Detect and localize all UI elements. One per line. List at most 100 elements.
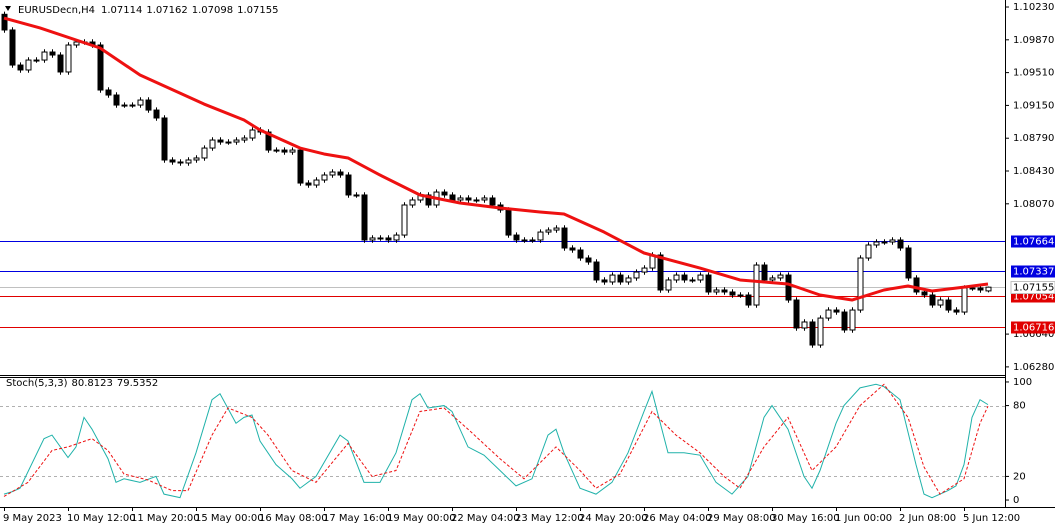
candle-body bbox=[961, 287, 968, 313]
candle-body bbox=[369, 237, 376, 241]
candle-body bbox=[609, 274, 616, 283]
x-tick-label: 17 May 16:00 bbox=[323, 513, 392, 524]
candle-body bbox=[361, 194, 368, 241]
candle-body bbox=[73, 41, 80, 46]
candle-body bbox=[185, 159, 192, 164]
x-tick-label: 10 May 12:00 bbox=[67, 513, 136, 524]
candle-body bbox=[249, 129, 256, 139]
candle-body bbox=[641, 267, 648, 273]
indicator-header: Stoch(5,3,3) 80.8123 79.5352 bbox=[6, 378, 158, 389]
candle-body bbox=[785, 274, 792, 301]
chart-header: EURUSDecn,H4 1.07114 1.07162 1.07098 1.07155 bbox=[18, 5, 278, 16]
y-tick-label: 1.09870 bbox=[1013, 35, 1054, 46]
y-tick-label: 1.08070 bbox=[1013, 199, 1054, 210]
d-value: 79.5352 bbox=[117, 378, 158, 389]
candle-body bbox=[737, 294, 744, 297]
candle-body bbox=[297, 149, 304, 184]
candle-body bbox=[241, 137, 248, 141]
candle-body bbox=[761, 264, 768, 281]
candle-body bbox=[457, 197, 464, 201]
candle-body bbox=[881, 241, 888, 244]
candle-body bbox=[809, 321, 816, 346]
x-tick-label: 1 Jun 00:00 bbox=[835, 513, 892, 524]
candle-body bbox=[273, 149, 280, 152]
candle-body bbox=[17, 64, 24, 71]
candle-body bbox=[105, 89, 112, 96]
candle-body bbox=[481, 197, 488, 201]
candle-body bbox=[505, 209, 512, 236]
candle-body bbox=[129, 104, 136, 107]
candle-body bbox=[585, 257, 592, 263]
symbol: EURUSDecn,H4 bbox=[18, 5, 95, 16]
candle-body bbox=[633, 271, 640, 279]
level-label-box bbox=[1011, 235, 1055, 248]
candle-body bbox=[985, 286, 992, 292]
candle-body bbox=[153, 109, 160, 119]
candle-body bbox=[385, 237, 392, 241]
candle-body bbox=[897, 239, 904, 249]
stoch-y-tick-label: 80 bbox=[1013, 401, 1026, 412]
candle-body bbox=[905, 247, 912, 279]
level-label-box bbox=[1011, 321, 1055, 334]
candle-body bbox=[625, 277, 632, 283]
candle-body bbox=[161, 117, 168, 161]
candle-body bbox=[225, 141, 232, 144]
candle-body bbox=[921, 291, 928, 296]
level-label-box bbox=[1011, 265, 1055, 278]
candle-body bbox=[977, 287, 984, 291]
candle-body bbox=[553, 227, 560, 231]
candle-body bbox=[401, 204, 408, 236]
candle-body bbox=[953, 309, 960, 313]
candle-body bbox=[441, 191, 448, 196]
high-value: 1.07162 bbox=[146, 5, 187, 16]
current-price-label: 1.07155 bbox=[1013, 283, 1054, 294]
candle-body bbox=[777, 274, 784, 279]
candle-body bbox=[913, 277, 920, 293]
candle-body bbox=[689, 279, 696, 282]
x-tick-label: 30 May 16:00 bbox=[771, 513, 840, 524]
candle-body bbox=[825, 309, 832, 319]
candle-body bbox=[865, 244, 872, 259]
candle-body bbox=[233, 139, 240, 143]
candle-body bbox=[65, 44, 72, 73]
candle-body bbox=[425, 194, 432, 206]
candle-body bbox=[849, 309, 856, 331]
candle-body bbox=[177, 161, 184, 164]
candle-body bbox=[25, 59, 32, 71]
candle-body bbox=[857, 257, 864, 311]
candle-body bbox=[513, 234, 520, 241]
y-tick-label: 1.06280 bbox=[1013, 362, 1054, 373]
candle-body bbox=[769, 277, 776, 281]
candle-body bbox=[121, 104, 128, 107]
candle-body bbox=[465, 197, 472, 201]
candle-body bbox=[665, 279, 672, 291]
candle-body bbox=[449, 194, 456, 201]
y-tick-label: 1.08790 bbox=[1013, 133, 1054, 144]
x-tick-label: 15 May 00:00 bbox=[195, 513, 264, 524]
candle-body bbox=[681, 274, 688, 281]
x-tick-label: 9 May 2023 bbox=[3, 513, 62, 524]
candle-body bbox=[345, 174, 352, 196]
candle-body bbox=[577, 249, 584, 259]
candle-body bbox=[193, 157, 200, 161]
candle-body bbox=[929, 294, 936, 306]
candle-body bbox=[337, 171, 344, 176]
moving-average bbox=[3, 16, 989, 302]
candle-body bbox=[97, 44, 104, 91]
candle-body bbox=[937, 299, 944, 306]
candle-body bbox=[569, 247, 576, 251]
candle-body bbox=[721, 289, 728, 293]
candle-body bbox=[889, 239, 896, 243]
candle-body bbox=[841, 311, 848, 331]
level-label: 1.07337 bbox=[1013, 267, 1054, 278]
candle-body bbox=[617, 274, 624, 283]
candle-body bbox=[657, 254, 664, 291]
candle-body bbox=[41, 51, 48, 61]
candle-body bbox=[377, 237, 384, 240]
candle-body bbox=[489, 197, 496, 206]
candle-body bbox=[473, 199, 480, 202]
x-tick-label: 11 May 20:00 bbox=[131, 513, 200, 524]
candle-body bbox=[289, 149, 296, 153]
